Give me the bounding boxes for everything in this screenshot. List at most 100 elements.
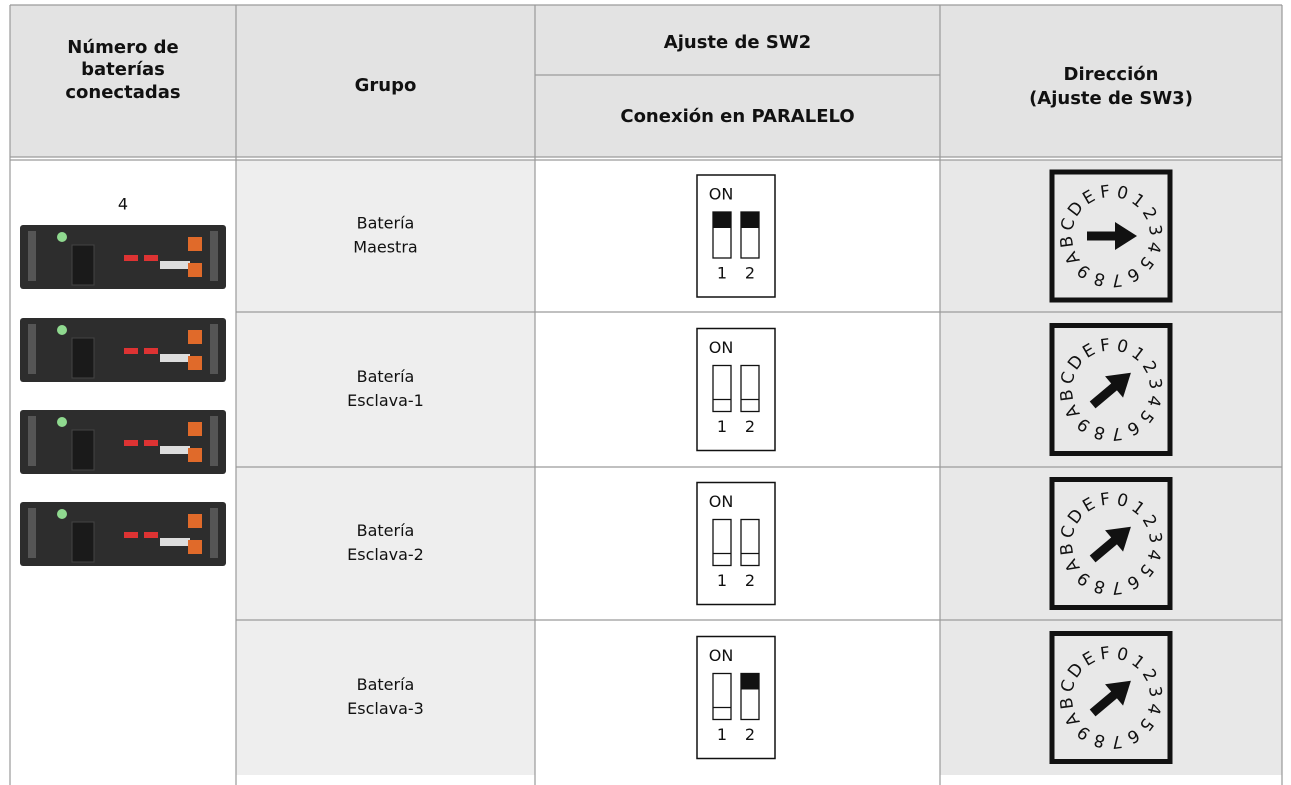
group-label: Esclava-1 — [347, 391, 424, 410]
battery-led — [124, 348, 138, 354]
dip-on-label: ON — [709, 492, 734, 511]
cell-bg — [236, 620, 535, 775]
dial-label: 8 — [1092, 267, 1108, 289]
dial-arrow-head — [1115, 222, 1137, 250]
battery-image — [20, 318, 226, 382]
dial-label: C — [1057, 370, 1079, 387]
battery-button — [57, 232, 67, 242]
dial-label: 7 — [1110, 269, 1123, 290]
dial-label: 3 — [1144, 531, 1165, 544]
battery-handle — [28, 508, 36, 558]
header-text: Conexión en PARALELO — [620, 106, 854, 127]
dial-label: 3 — [1144, 377, 1165, 390]
dip-on-label: ON — [709, 185, 734, 204]
dial-label: 8 — [1092, 421, 1108, 443]
dip-position-label: 2 — [745, 725, 755, 744]
cell-bg — [236, 160, 535, 312]
dial-label: B — [1057, 542, 1078, 556]
dial-arrow-shaft — [1089, 534, 1121, 563]
battery-handle — [28, 416, 36, 466]
battery-body — [20, 410, 226, 474]
dial-label: B — [1057, 235, 1078, 249]
battery-led — [144, 532, 158, 538]
header-text: conectadas — [65, 82, 180, 103]
dial-frame — [1049, 323, 1173, 456]
battery-count: 4 — [118, 195, 128, 214]
dip-on-label: ON — [709, 646, 734, 665]
header-bg — [10, 5, 1282, 157]
battery-handle — [210, 324, 218, 374]
dip-switch-frame — [696, 174, 776, 298]
dip-lever — [741, 673, 759, 690]
dial-label: 0 — [1115, 182, 1131, 204]
dial-label: 7 — [1110, 731, 1123, 752]
battery-port — [160, 354, 190, 362]
battery-terminal — [188, 237, 202, 251]
battery-strap — [71, 337, 95, 379]
dial-arrow-head — [1105, 526, 1131, 552]
dial-label: 4 — [1142, 701, 1164, 717]
battery-body — [20, 318, 226, 382]
dial-label: F — [1099, 489, 1111, 510]
battery-terminal — [188, 263, 202, 277]
dial-frame — [1049, 169, 1173, 303]
battery-terminal — [188, 422, 202, 436]
battery-terminal — [188, 356, 202, 370]
battery-body — [20, 502, 226, 566]
dial-arrow-shaft — [1089, 688, 1121, 717]
dial-label: C — [1057, 216, 1079, 233]
battery-led — [124, 255, 138, 261]
dip-switch-frame — [696, 327, 776, 452]
dip-lever — [741, 212, 759, 228]
battery-strap — [71, 429, 95, 471]
header-text: Ajuste de SW2 — [664, 32, 811, 53]
dial-label: 8 — [1092, 729, 1108, 751]
dip-position-label: 1 — [717, 571, 727, 590]
battery-terminal — [188, 514, 202, 528]
dip-position-label: 1 — [717, 264, 727, 283]
dial-label: 0 — [1115, 644, 1131, 666]
dip-on-label: ON — [709, 338, 734, 357]
dial-label: 3 — [1144, 224, 1165, 237]
dial-label: 7 — [1110, 423, 1123, 444]
battery-led — [124, 532, 138, 538]
dial-label: 4 — [1142, 393, 1164, 409]
dial-arrow — [1089, 372, 1131, 409]
dip-position-label: 1 — [717, 725, 727, 744]
dip-position-label: 2 — [745, 417, 755, 436]
dial-label: C — [1057, 524, 1079, 541]
battery-body — [20, 225, 226, 289]
header-text: Dirección — [1064, 64, 1159, 85]
dial-label: 8 — [1092, 575, 1108, 597]
battery-port — [160, 538, 190, 546]
battery-handle — [28, 231, 36, 281]
cell-bg — [236, 312, 535, 467]
dip-lever — [713, 212, 731, 228]
dial-label: 7 — [1110, 577, 1123, 598]
header-text: baterías — [81, 59, 165, 80]
dial-arrow — [1089, 526, 1131, 563]
dip-position-label: 2 — [745, 571, 755, 590]
battery-terminal — [188, 540, 202, 554]
battery-led — [124, 440, 138, 446]
dial-arrow-head — [1105, 680, 1131, 706]
dip-lever-slot — [712, 672, 732, 721]
battery-strap — [71, 244, 95, 286]
group-label: Batería — [357, 367, 415, 386]
dial-label: B — [1057, 388, 1078, 402]
dial-frame — [1049, 477, 1173, 610]
dial-label: 0 — [1115, 336, 1131, 358]
battery-image — [20, 410, 226, 474]
battery-led — [144, 440, 158, 446]
battery-button — [57, 509, 67, 519]
battery-image — [20, 225, 226, 289]
group-label: Batería — [357, 214, 415, 233]
battery-image — [20, 502, 226, 566]
battery-handle — [210, 416, 218, 466]
dial-arrow-head — [1105, 372, 1131, 398]
battery-port — [160, 261, 190, 269]
battery-handle — [210, 508, 218, 558]
dial-arrow-shaft — [1089, 380, 1121, 409]
cell-bg — [236, 467, 535, 620]
